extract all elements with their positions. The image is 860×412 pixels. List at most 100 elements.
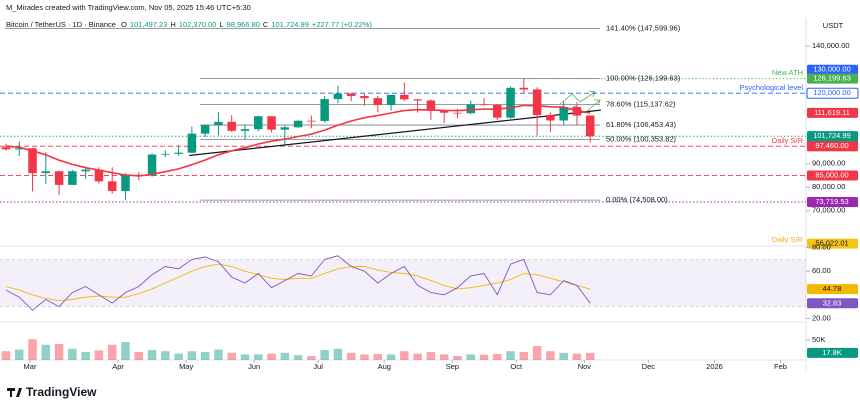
- symbol-line: Bitcoin / TetherUS · 1D · Binance O 101,4…: [6, 20, 375, 29]
- candle-body: [227, 121, 236, 131]
- candle-body: [214, 121, 223, 126]
- candle-body: [267, 116, 276, 130]
- rsi-ma-line: [5, 263, 591, 302]
- volume-bar: [134, 352, 144, 360]
- rsi-tick-label: 60.00: [812, 266, 831, 275]
- price-label: 85,000.00: [815, 170, 848, 179]
- price-label: 101,724.99: [813, 131, 851, 140]
- rsi-value-box: [807, 298, 858, 309]
- volume-bar: [413, 353, 422, 360]
- y-tick-label: 80,000.00: [812, 182, 845, 191]
- volume-bar: [360, 354, 369, 360]
- y-tick-label: 70,000.00: [812, 206, 845, 215]
- candle-body: [254, 116, 263, 130]
- y-tick-label: 140,000.00: [812, 41, 850, 50]
- candle-body: [187, 133, 197, 153]
- annotation: New ATH: [772, 68, 803, 77]
- volume-bar: [519, 352, 529, 360]
- ohlc-value: 102,370.00: [178, 20, 217, 29]
- volume-bar: [307, 356, 316, 360]
- x-tick-label: Nov: [578, 362, 592, 371]
- candle-body: [200, 125, 210, 134]
- ema-line: [5, 104, 591, 177]
- volume-bar: [532, 346, 542, 360]
- candle-body: [479, 104, 489, 106]
- change: +227.77 (+0.22%): [311, 20, 372, 29]
- volume-bar: [293, 355, 303, 360]
- volume-bar: [559, 352, 568, 360]
- candle-body: [121, 174, 130, 191]
- volume-bar: [187, 351, 197, 360]
- candle-body: [400, 94, 409, 100]
- price-label-box: [807, 73, 858, 84]
- volume-bar: [280, 352, 290, 360]
- volume-bar: [386, 354, 396, 360]
- candle-body: [161, 153, 170, 155]
- volume-bar: [546, 351, 555, 360]
- candle-body: [54, 171, 64, 185]
- x-tick-label: Mar: [24, 362, 37, 371]
- candle-body: [41, 171, 51, 174]
- volume-bar: [41, 344, 51, 360]
- rsi-tick-label: 80.00: [812, 243, 831, 252]
- volume-bar: [267, 353, 276, 360]
- fib-label: 50.00% (100,353.82): [606, 134, 677, 143]
- candle-body: [15, 148, 24, 150]
- volume-bar: [1, 351, 11, 360]
- currency: USDT: [823, 21, 844, 30]
- candle-body: [360, 96, 369, 99]
- candle-body: [466, 104, 475, 114]
- logo-text: TradingView: [26, 385, 97, 399]
- volume-bar: [254, 354, 263, 360]
- price-label-box: [807, 64, 858, 75]
- x-tick-label: Oct: [510, 362, 523, 371]
- ohlc-label: C: [262, 20, 269, 29]
- projection-arrow: [559, 90, 596, 105]
- volume-bar: [493, 354, 502, 360]
- volume-bar: [227, 352, 236, 360]
- volume-bar: [426, 352, 436, 360]
- rsi-band: [0, 259, 806, 307]
- volume-bar: [572, 353, 582, 360]
- symbol: Bitcoin / TetherUS · 1D · Binance: [6, 20, 116, 29]
- candle-body: [386, 94, 396, 105]
- annotation: Daily S/R: [772, 136, 804, 145]
- volume-bar: [81, 352, 90, 360]
- candle-body: [532, 89, 542, 116]
- author-line: M_Mirades created with TradingView.com, …: [6, 3, 251, 12]
- volume-bar: [15, 349, 24, 360]
- volume-bar: [400, 351, 409, 360]
- volume-bar: [333, 348, 343, 360]
- volume-bar: [94, 350, 104, 360]
- price-label: 97,460.00: [815, 141, 848, 150]
- candle-body: [519, 87, 529, 90]
- candle-body: [307, 120, 316, 122]
- price-label: 56,022.01: [815, 239, 848, 248]
- candle-body: [147, 154, 157, 176]
- price-label-box: [806, 87, 859, 99]
- volume-bar: [320, 350, 329, 360]
- price-label-box: [807, 196, 858, 207]
- x-tick-label: Apr: [112, 362, 124, 371]
- fib-label: 0.00% (74,508.00): [606, 195, 668, 204]
- ohlc-label: O: [121, 20, 127, 29]
- x-tick-label: Feb: [774, 362, 787, 371]
- candle-body: [413, 99, 422, 101]
- annotation: Daily S/R: [772, 235, 804, 244]
- volume-bar: [161, 351, 170, 360]
- price-label: 120,000.00: [813, 88, 851, 97]
- candle-body: [240, 129, 250, 131]
- candle-body: [174, 152, 183, 154]
- fib-label: 78.60% (115,137.62): [606, 100, 676, 109]
- candle-body: [453, 112, 462, 114]
- rsi-line: [5, 255, 591, 311]
- rsi-value: 32.83: [823, 298, 842, 307]
- volume-bar: [585, 352, 595, 360]
- price-label-box: [807, 107, 858, 118]
- logo: TradingView: [7, 385, 97, 399]
- volume-bar: [373, 354, 383, 360]
- candle-body: [28, 148, 37, 174]
- candle-body: [280, 127, 290, 130]
- fib-label: 141.40% (147,599.96): [606, 23, 681, 32]
